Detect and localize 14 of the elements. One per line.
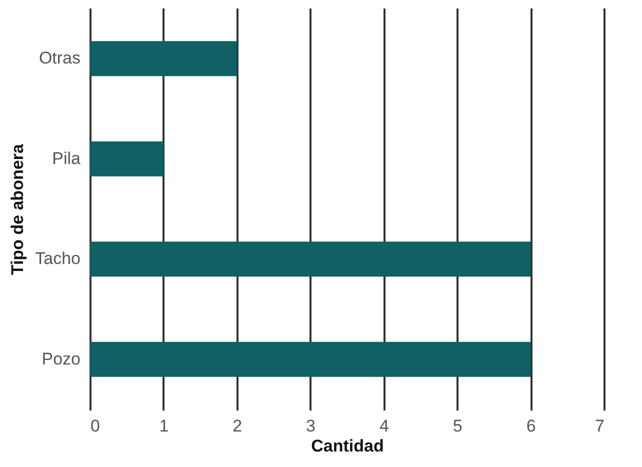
y-tick-label: Pozo — [42, 349, 80, 368]
x-tick-label: 2 — [232, 416, 242, 436]
x-tick-label: 1 — [159, 416, 169, 436]
y-tick-label: Otras — [38, 48, 80, 68]
x-tick-label: 7 — [595, 416, 604, 436]
x-tick-label: 6 — [526, 416, 536, 436]
y-axis-title: Tipo de abonera — [8, 143, 28, 275]
x-tick-label: 0 — [90, 416, 100, 436]
x-tick-label: 3 — [306, 416, 316, 436]
x-tick-label: 5 — [452, 416, 462, 436]
x-axis-title: Cantidad — [311, 436, 384, 456]
y-tick-label: Pila — [52, 148, 82, 168]
y-tick-label: Tacho — [35, 249, 80, 268]
x-tick-label: 4 — [379, 416, 389, 436]
